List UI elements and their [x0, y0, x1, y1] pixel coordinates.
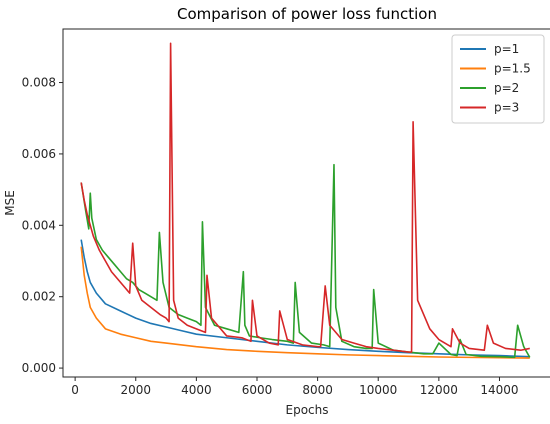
legend-entry: p=1: [494, 42, 519, 56]
x-tick-label: 8000: [302, 383, 333, 397]
legend-box: [451, 34, 545, 124]
x-tick-label: 0: [71, 383, 79, 397]
chart-title: Comparison of power loss function: [177, 5, 437, 23]
y-tick-label: 0.006: [22, 147, 56, 161]
axes-layer: 0 2000 4000 6000 8000 10000 12000 14000 0.000 0.0…: [22, 28, 550, 397]
x-tick-label: 6000: [242, 383, 273, 397]
series-layer: [80, 42, 531, 359]
legend-entry: p=1.5: [494, 62, 531, 76]
y-axis-label: MSE: [3, 190, 17, 216]
y-tick-label: 0.008: [22, 76, 56, 90]
y-tick-label: 0.002: [22, 290, 56, 304]
y-tick-label: 0.004: [22, 218, 56, 232]
plot-frame: [62, 28, 550, 378]
x-tick-label: 14000: [480, 383, 518, 397]
legend: p=1 p=1.5 p=2 p=3: [451, 34, 545, 124]
x-tick-label: 2000: [120, 383, 151, 397]
legend-entry: p=3: [494, 101, 519, 115]
x-tick-label: 10000: [359, 383, 397, 397]
series-line-p-3: [80, 42, 530, 353]
y-tick-label: 0.000: [22, 361, 56, 375]
legend-entry: p=2: [494, 81, 519, 95]
series-line-p-1-5: [80, 246, 530, 359]
x-tick-label: 4000: [181, 383, 212, 397]
x-tick-label: 12000: [420, 383, 458, 397]
x-axis-label: Epochs: [286, 403, 329, 417]
